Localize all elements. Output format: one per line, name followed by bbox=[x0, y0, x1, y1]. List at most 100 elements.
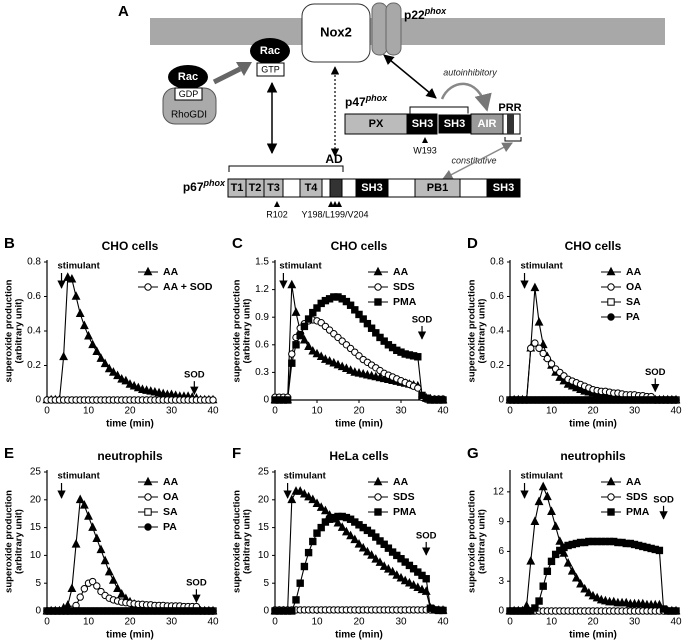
constitutive-label: constitutive bbox=[451, 155, 496, 165]
data-point bbox=[209, 607, 217, 615]
ad-bracket bbox=[228, 165, 344, 172]
data-point bbox=[396, 572, 406, 582]
data-point bbox=[379, 561, 389, 570]
data-point bbox=[672, 607, 680, 615]
x-tick-label: 0 bbox=[272, 617, 278, 628]
domain-box bbox=[470, 113, 504, 135]
panel-label: E bbox=[4, 445, 14, 462]
data-point bbox=[404, 577, 414, 587]
data-point bbox=[283, 396, 292, 404]
data-point bbox=[88, 577, 97, 586]
p22-shape bbox=[371, 2, 388, 56]
rac-shape bbox=[250, 38, 290, 64]
data-point bbox=[543, 354, 552, 363]
data-point bbox=[337, 361, 347, 371]
protein-sup: phox bbox=[424, 6, 447, 16]
x-axis-label: time (min) bbox=[106, 630, 154, 640]
domain-box bbox=[414, 178, 461, 198]
data-point bbox=[367, 324, 376, 332]
interaction-arrow bbox=[383, 54, 437, 99]
data-point bbox=[291, 307, 301, 316]
data-point bbox=[531, 339, 539, 347]
annotation: SOD bbox=[184, 370, 205, 381]
data-point bbox=[374, 298, 382, 306]
diagram-panel: A p22phox Nox2 Rac GTP RhoGDI Rac GDP au… bbox=[118, 2, 665, 219]
x-tick-label: 40 bbox=[437, 617, 449, 628]
data-point bbox=[121, 375, 131, 385]
data-point bbox=[346, 301, 355, 309]
y-axis-label: superoxide production bbox=[4, 490, 15, 593]
y-tick-label: 0 bbox=[35, 606, 41, 617]
nox2-label: Nox2 bbox=[320, 24, 352, 39]
domain-label: AIR bbox=[478, 118, 497, 130]
x-tick-label: 30 bbox=[166, 617, 178, 628]
legend-label: AA bbox=[163, 266, 179, 278]
data-point bbox=[296, 579, 304, 587]
domain-box bbox=[486, 178, 521, 198]
x-tick-label: 30 bbox=[395, 406, 407, 417]
data-point bbox=[567, 565, 577, 575]
domain-label: SH3 bbox=[493, 182, 514, 194]
data-point bbox=[374, 493, 382, 501]
data-point bbox=[292, 341, 300, 349]
data-point bbox=[320, 354, 330, 363]
x-tick-label: 20 bbox=[587, 617, 599, 628]
chart-title: neutrophils bbox=[560, 449, 626, 463]
data-point bbox=[312, 498, 322, 507]
data-point bbox=[571, 572, 581, 582]
y-tick-label: 0.2 bbox=[27, 360, 41, 371]
x-tick-label: 10 bbox=[546, 406, 558, 417]
legend-label: AA bbox=[393, 476, 409, 488]
legend-label: OA bbox=[626, 281, 642, 293]
protein-name: p67 bbox=[183, 180, 204, 194]
y-tick-label: 25 bbox=[30, 467, 42, 478]
x-tick-label: 10 bbox=[311, 617, 323, 628]
data-point bbox=[79, 320, 89, 330]
annotation: stimulant bbox=[58, 471, 101, 482]
data-point bbox=[351, 306, 359, 314]
data-point bbox=[606, 266, 616, 276]
x-axis-label: time (min) bbox=[335, 630, 383, 640]
domain-box bbox=[299, 178, 323, 198]
p22-label: p22phox bbox=[404, 6, 447, 22]
data-point bbox=[374, 508, 382, 516]
legend-label: PA bbox=[626, 311, 640, 323]
domain-label: PB1 bbox=[427, 182, 448, 194]
panel-label: F bbox=[232, 445, 241, 462]
panel-label: G bbox=[467, 445, 479, 462]
activation-arrowhead bbox=[236, 62, 252, 76]
data-point bbox=[79, 500, 89, 509]
data-point bbox=[607, 313, 615, 321]
domain-label: T2 bbox=[249, 182, 262, 194]
data-point bbox=[359, 315, 367, 323]
chart-title: neutrophils bbox=[97, 449, 163, 463]
sh3-bracket bbox=[409, 106, 469, 114]
p22-shape bbox=[385, 2, 402, 56]
data-point bbox=[308, 494, 318, 504]
data-point bbox=[316, 351, 326, 361]
data-point bbox=[117, 589, 127, 598]
x-tick-label: 20 bbox=[353, 617, 365, 628]
chart-panel: C CHO cells superoxide production (arbitrar… bbox=[232, 235, 449, 430]
data-point bbox=[371, 553, 381, 563]
data-point bbox=[67, 583, 77, 593]
site-marker bbox=[274, 201, 280, 207]
autoinhibitory-label: autoinhibitory bbox=[443, 67, 497, 77]
x-tick-label: 10 bbox=[83, 406, 95, 417]
y-axis-label: superoxide production bbox=[232, 490, 243, 593]
rac-label: Rac bbox=[178, 71, 198, 83]
chart-title: CHO cells bbox=[565, 239, 622, 253]
y-tick-label: 0 bbox=[498, 606, 504, 617]
data-point bbox=[108, 367, 118, 376]
data-point bbox=[300, 562, 309, 571]
gdp-box bbox=[174, 87, 203, 101]
protein-sup: phox bbox=[203, 178, 226, 188]
annotation: stimulant bbox=[521, 261, 564, 272]
y-tick-label: 1.5 bbox=[255, 257, 269, 268]
x-tick-label: 0 bbox=[272, 406, 278, 417]
legend-label: PA bbox=[163, 521, 177, 533]
y-axis-label: superoxide production bbox=[4, 279, 15, 382]
p47-label: p47phox bbox=[345, 93, 388, 109]
x-tick-label: 40 bbox=[670, 406, 682, 417]
